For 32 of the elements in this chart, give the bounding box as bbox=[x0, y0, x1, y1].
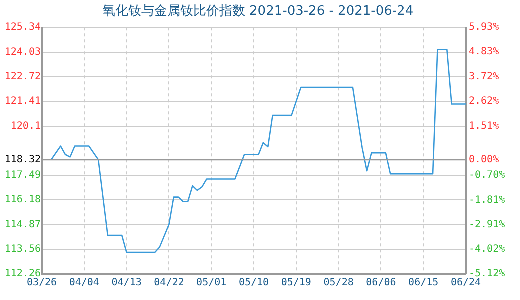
y2-tick-label: 3.72% bbox=[469, 71, 500, 82]
x-tick-label: 06/06 bbox=[366, 278, 396, 289]
y-tick-label: 120.1 bbox=[10, 120, 41, 132]
y-tick-label: 124.03 bbox=[4, 46, 41, 58]
y2-tick-label: 1.51% bbox=[469, 120, 500, 132]
y-tick-label: 114.87 bbox=[4, 219, 41, 230]
x-tick-label: 06/15 bbox=[408, 278, 439, 289]
x-tick-label: 06/24 bbox=[450, 278, 482, 289]
y2-tick-label: 4.83% bbox=[469, 46, 500, 58]
x-tick-label: 04/22 bbox=[154, 278, 184, 289]
y2-tick-label: 5.93% bbox=[469, 22, 500, 34]
y2-tick-label: -2.91% bbox=[469, 219, 506, 230]
x-tick-label: 03/26 bbox=[26, 278, 58, 289]
x-tick-label: 05/10 bbox=[238, 278, 270, 289]
x-tick-label: 04/04 bbox=[69, 278, 100, 289]
y2-tick-label: -1.81% bbox=[469, 194, 506, 206]
y2-tick-label: -0.70% bbox=[469, 170, 506, 182]
y2-tick-label: -4.02% bbox=[469, 244, 506, 256]
y-tick-label: 121.41 bbox=[4, 96, 41, 108]
y-tick-label: 125.34 bbox=[4, 22, 41, 34]
x-tick-label: 04/13 bbox=[112, 278, 142, 289]
x-tick-label: 05/01 bbox=[196, 278, 227, 289]
y2-tick-label: 2.62% bbox=[469, 96, 500, 107]
y2-tick-label: 0.00% bbox=[469, 154, 500, 166]
y-tick-label: 122.72 bbox=[4, 72, 41, 83]
chart-title: 氧化钕与金属钕比价指数 2021-03-26 - 2021-06-24 bbox=[102, 4, 414, 20]
x-tick-label: 05/19 bbox=[281, 278, 312, 289]
y-tick-label: 113.56 bbox=[4, 244, 41, 256]
y-tick-label: 118.32 bbox=[4, 154, 41, 166]
y-tick-label: 116.18 bbox=[4, 194, 41, 206]
x-tick-label: 05/28 bbox=[324, 278, 354, 289]
y-tick-label: 117.49 bbox=[4, 170, 41, 182]
